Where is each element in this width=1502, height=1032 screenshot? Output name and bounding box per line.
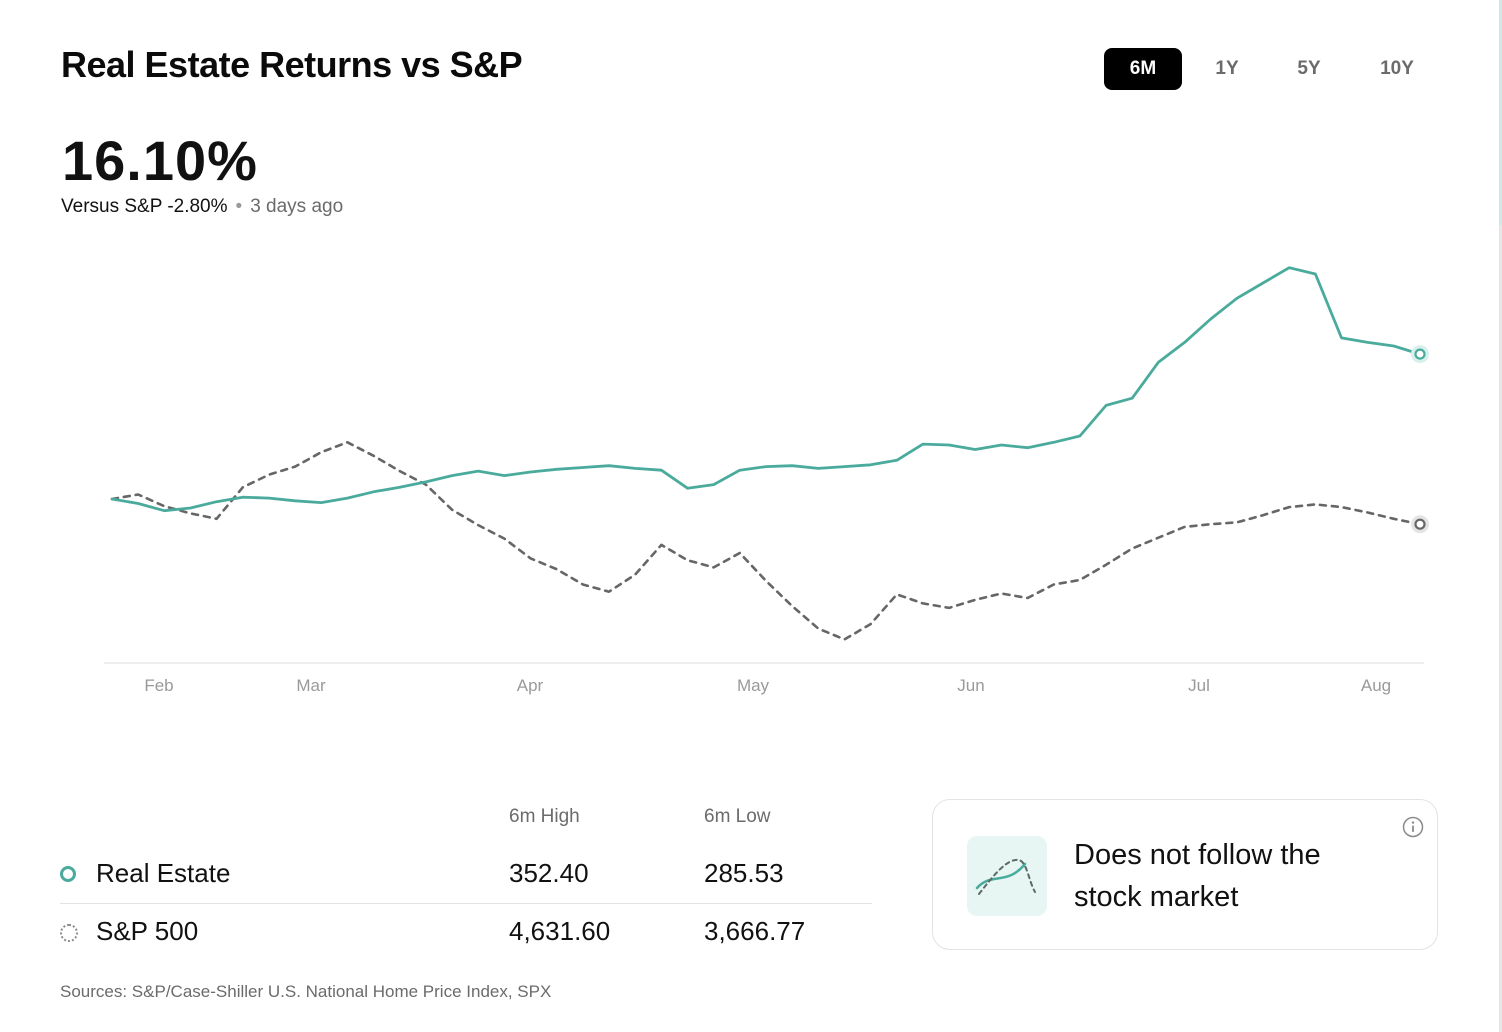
- sp500-legend-icon: [60, 924, 78, 942]
- versus-text: Versus S&P -2.80%: [61, 196, 228, 217]
- returns-chart[interactable]: Feb Mar Apr May Jun Jul Aug: [0, 240, 1502, 710]
- sp500-high: 4,631.60: [509, 916, 611, 946]
- real-estate-low: 285.53: [704, 858, 784, 888]
- sp500-line: [110, 441, 1422, 641]
- x-tick-label: Apr: [517, 676, 544, 695]
- tab-5y[interactable]: 5Y: [1297, 58, 1321, 79]
- x-tick-label: Mar: [296, 676, 326, 695]
- return-value: 16.10%: [62, 129, 258, 192]
- real-estate-legend-icon: [60, 866, 76, 882]
- scrollbar[interactable]: [1499, 0, 1502, 1032]
- tab-1y[interactable]: 1Y: [1215, 58, 1239, 79]
- x-tick-label: Aug: [1361, 676, 1391, 695]
- separator-dot: •: [235, 196, 243, 217]
- x-tick-label: Feb: [144, 676, 173, 695]
- crossing-lines-icon: [967, 836, 1047, 916]
- real-estate-end-marker: [1414, 348, 1426, 360]
- row-label-real-estate: Real Estate: [96, 858, 231, 888]
- tab-10y[interactable]: 10Y: [1380, 58, 1414, 79]
- updated-text: 3 days ago: [250, 196, 344, 217]
- info-card-text: Does not follow the stock market: [1074, 839, 1321, 913]
- real-estate-high: 352.40: [509, 858, 589, 888]
- info-icon[interactable]: [1402, 816, 1424, 838]
- scrollbar-thumb[interactable]: [1499, 0, 1502, 225]
- col-header-low: 6m Low: [704, 806, 771, 827]
- tab-6m[interactable]: 6M: [1104, 48, 1182, 90]
- sp500-end-marker: [1414, 518, 1426, 530]
- comparison-line: Versus S&P -2.80% • 3 days ago: [61, 196, 343, 218]
- col-header-high: 6m High: [509, 806, 580, 827]
- row-divider: [60, 903, 872, 904]
- real-estate-line: [110, 266, 1422, 513]
- x-tick-label: Jun: [957, 676, 984, 695]
- x-tick-label: Jul: [1188, 676, 1210, 695]
- sources-note: Sources: S&P/Case-Shiller U.S. National …: [60, 982, 552, 1001]
- row-label-sp500: S&P 500: [96, 916, 199, 946]
- page-title: Real Estate Returns vs S&P: [61, 44, 523, 85]
- sp500-low: 3,666.77: [704, 916, 806, 946]
- x-tick-label: May: [737, 676, 770, 695]
- info-card: Does not follow the stock market: [932, 799, 1438, 950]
